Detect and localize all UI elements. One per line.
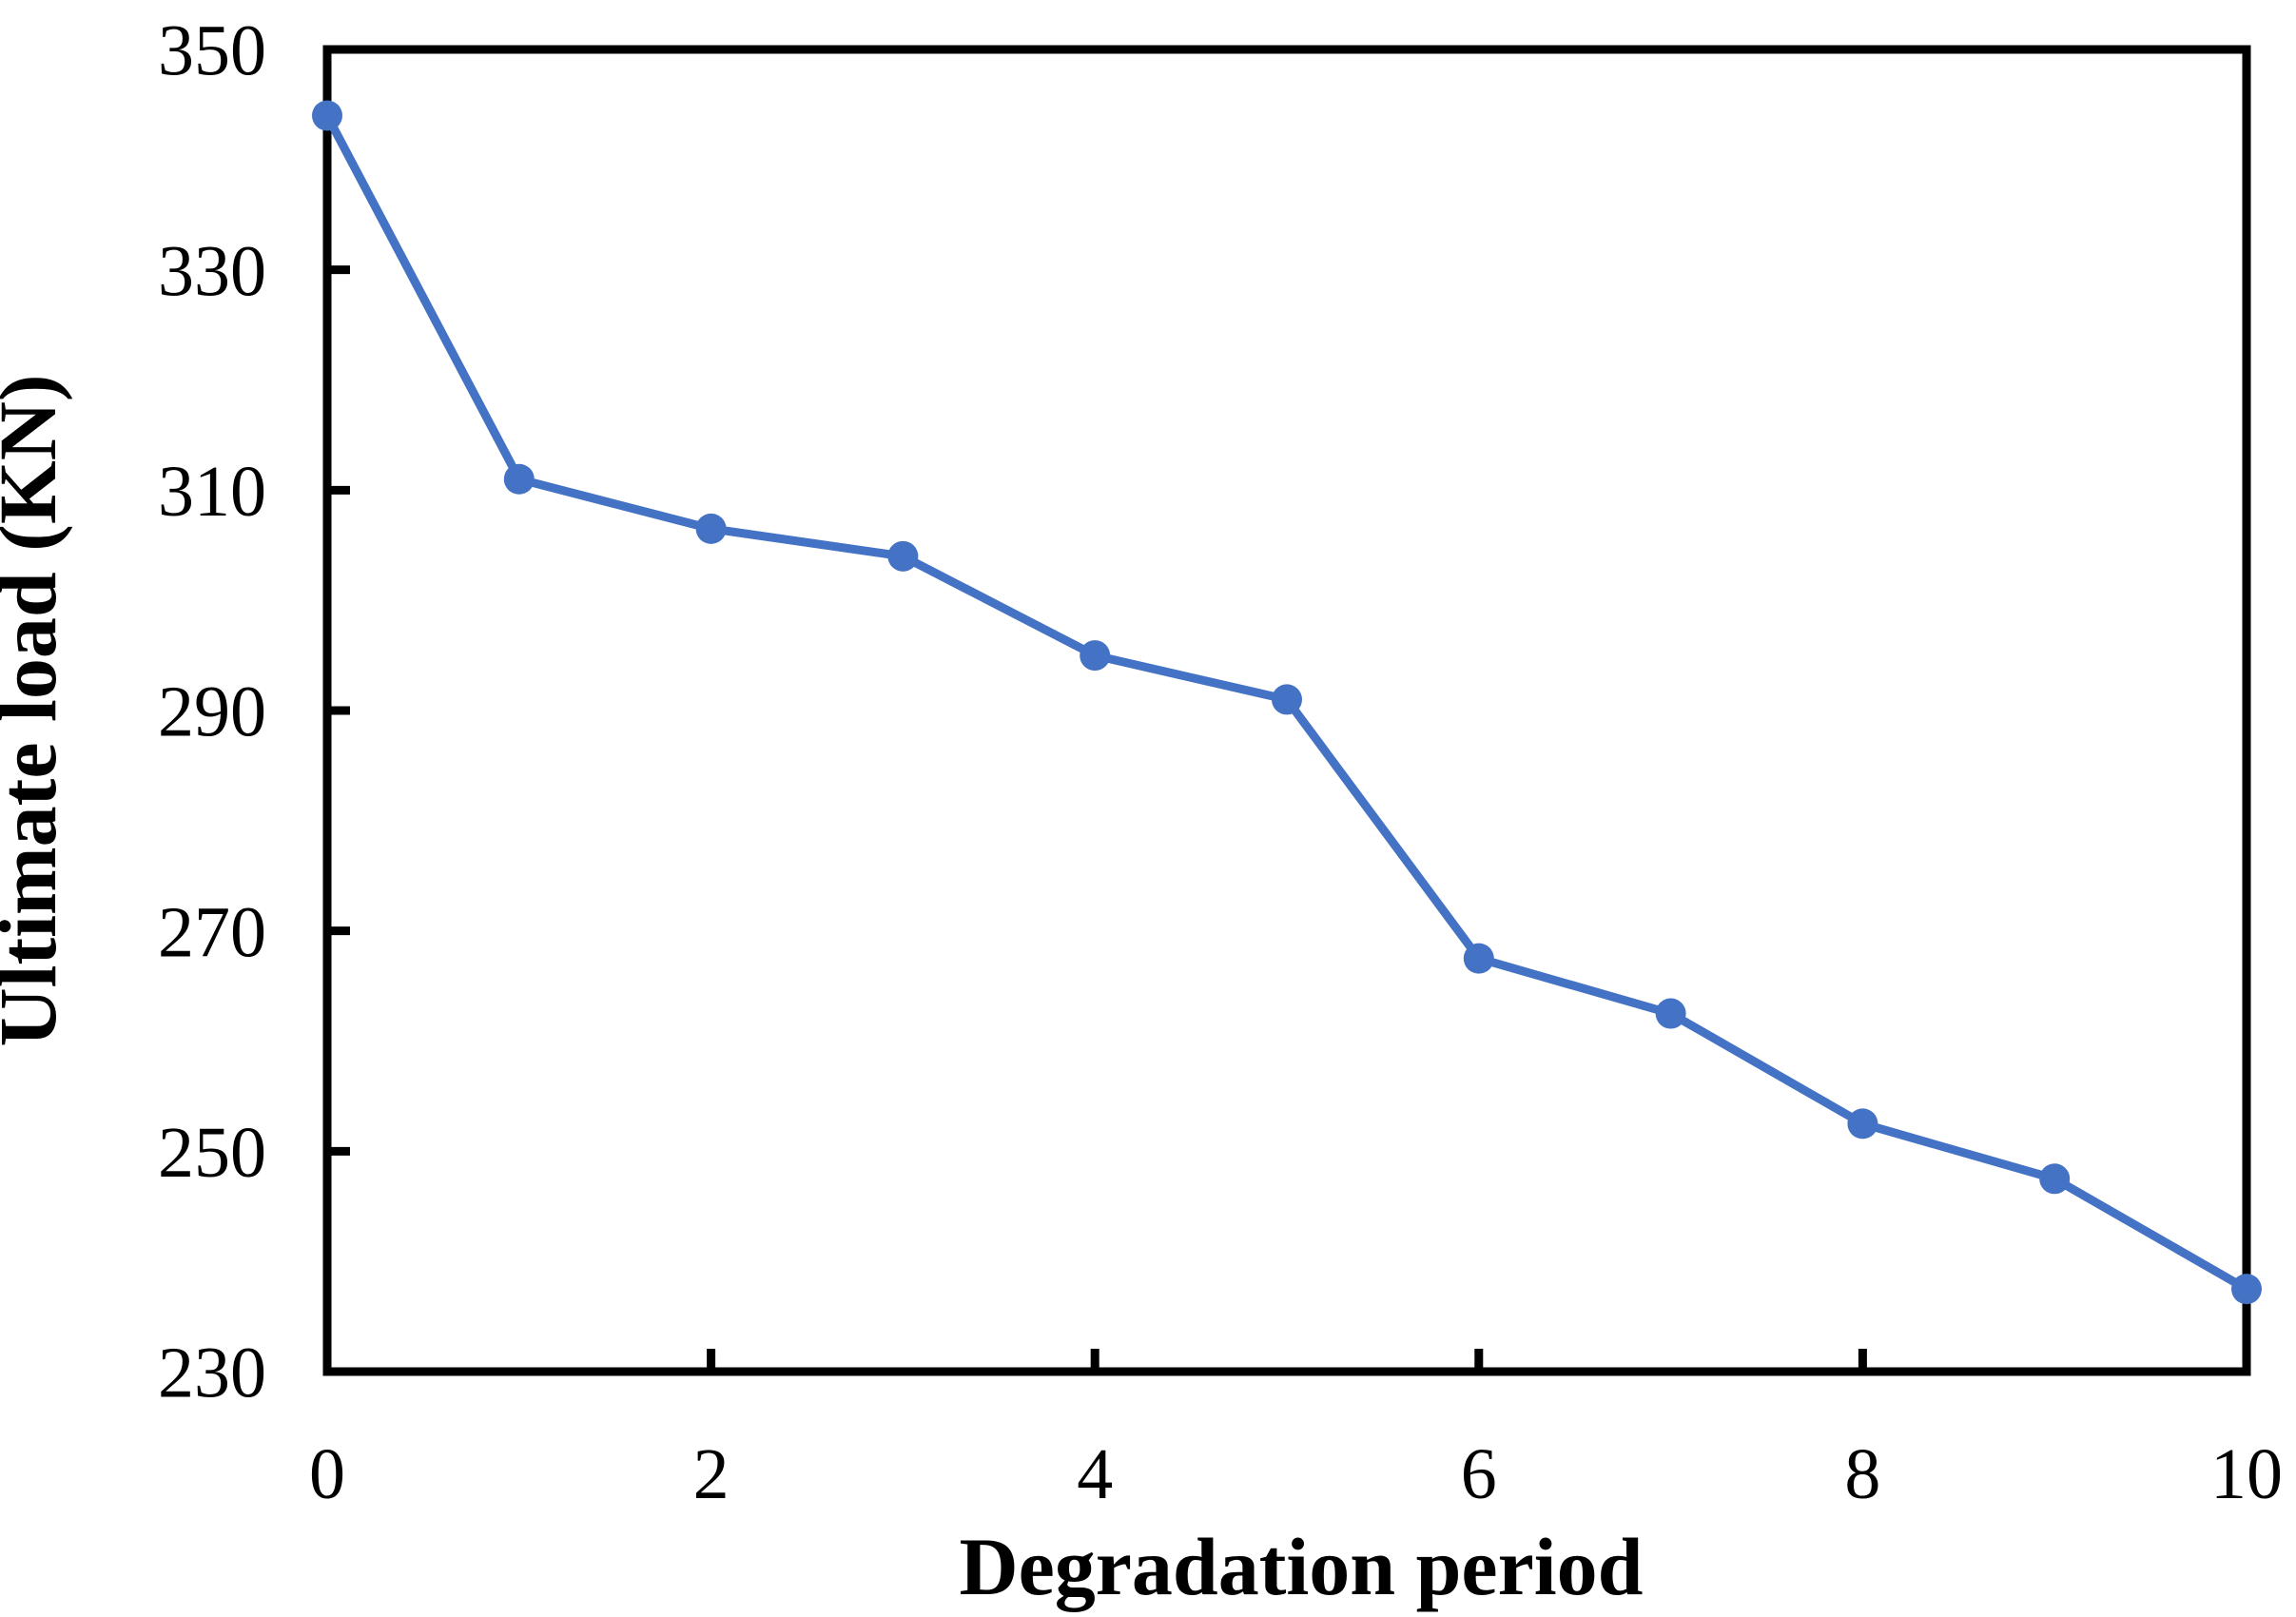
data-point-marker: [503, 463, 535, 495]
data-point-marker: [1272, 684, 1302, 715]
y-axis-title: Ultimate load (KN): [0, 375, 73, 1047]
data-point-marker: [1463, 943, 1494, 974]
y-tick-label: 270: [158, 892, 266, 972]
y-tick-label: 250: [158, 1113, 266, 1193]
data-point-marker: [1847, 1108, 1878, 1140]
y-tick-label: 330: [158, 231, 266, 311]
x-tick-label: 4: [1077, 1434, 1113, 1514]
data-point-marker: [312, 100, 342, 131]
data-point-marker: [695, 513, 727, 544]
x-tick-label: 2: [693, 1434, 730, 1514]
y-tick-label: 230: [158, 1334, 266, 1413]
y-tick-label: 350: [158, 11, 266, 91]
x-axis-title: Degradation period: [959, 1521, 1643, 1612]
y-tick-label: 290: [158, 672, 266, 752]
data-point-marker: [1655, 998, 1686, 1029]
chart-generated-layer: 230 250 270 290 310 330 350 0 2 4 6 8 10: [158, 11, 2283, 1514]
y-tick-label: 310: [158, 452, 266, 532]
data-point-marker: [1080, 640, 1111, 672]
x-tick-label: 8: [1844, 1434, 1880, 1514]
data-point-marker: [887, 540, 919, 572]
x-tick-label: 0: [309, 1434, 345, 1514]
data-point-marker: [2039, 1163, 2071, 1195]
x-tick-label: 6: [1461, 1434, 1497, 1514]
x-tick-label: 10: [2210, 1434, 2283, 1514]
data-point-marker: [2231, 1274, 2262, 1305]
